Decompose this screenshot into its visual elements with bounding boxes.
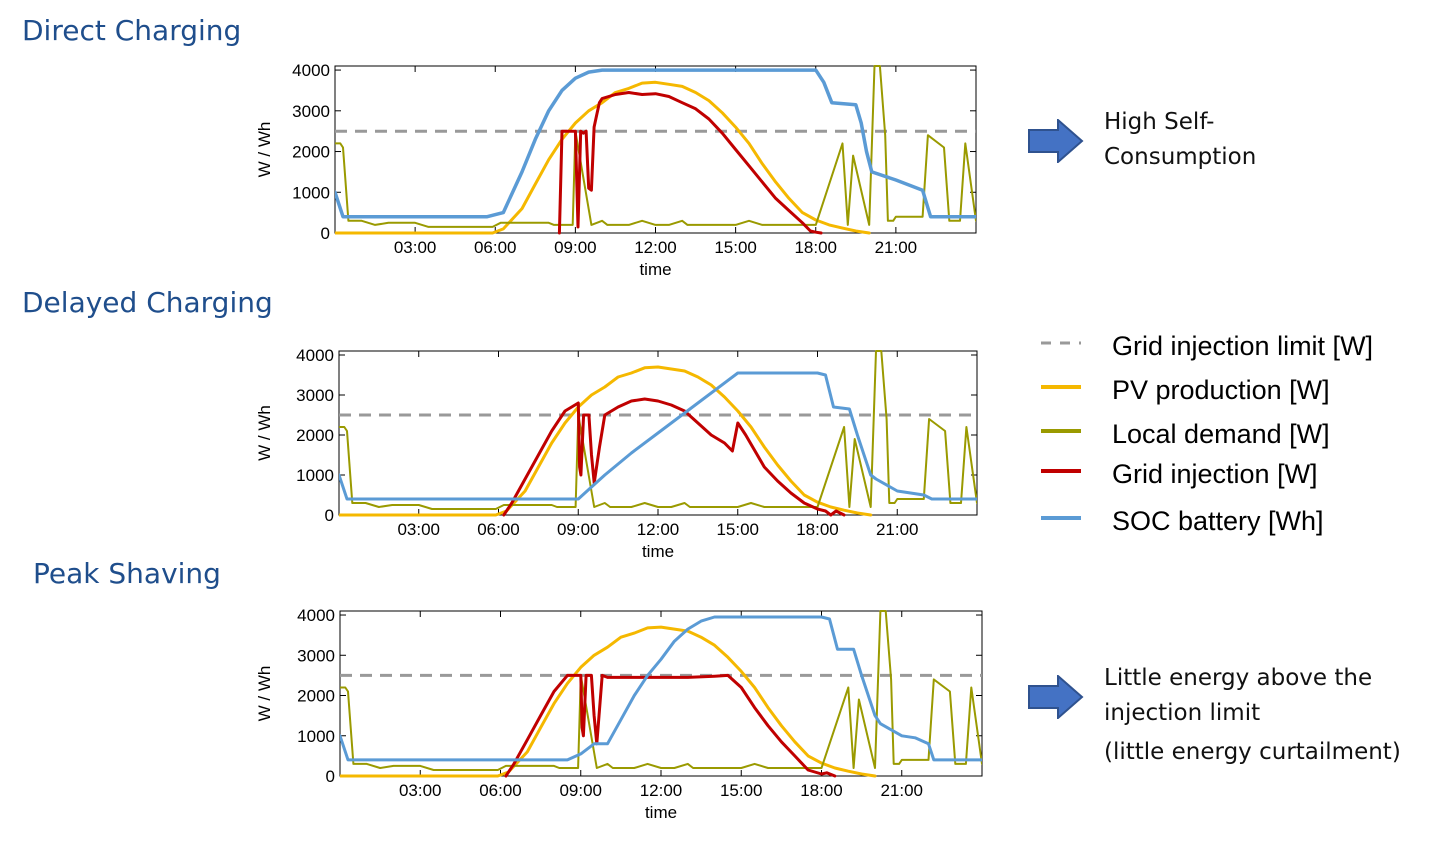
x-tick-label: 15:00 (714, 238, 757, 257)
chart-svg: 0 1000 2000 3000 4000 03:00 06:00 09:00 12:00 15:… (255, 61, 977, 279)
legend-swatch-injection-limit (1041, 341, 1081, 345)
direct-charging-note-text: High Self- Consumption (1104, 109, 1257, 170)
x-tick-label: 03:00 (399, 781, 442, 800)
y-axis-label: W / Wh (255, 405, 274, 461)
series-line-local-demand-w (335, 65, 976, 228)
x-tick-label: 15:00 (720, 781, 763, 800)
y-tick-label: 2000 (296, 426, 334, 445)
chart-title-delayed: Delayed Charging (22, 286, 273, 319)
x-tick-label: 12:00 (637, 520, 680, 539)
y-axis-label: W / Wh (255, 666, 274, 722)
legend-swatch-pv-production (1041, 385, 1081, 389)
x-tick-label: 03:00 (394, 238, 437, 257)
legend-label-soc-battery: SOC battery [Wh] (1112, 506, 1324, 536)
legend-swatch-soc-battery (1041, 516, 1081, 520)
y-tick-label: 0 (326, 767, 335, 786)
x-tick-label: 12:00 (634, 238, 677, 257)
x-tick-label: 09:00 (559, 781, 602, 800)
x-tick-label: 21:00 (880, 781, 923, 800)
x-tick-label: 15:00 (716, 520, 759, 539)
legend-item-local-demand: Local demand [W] (1035, 416, 1435, 449)
series-group (340, 610, 982, 778)
x-tick-label: 06:00 (477, 520, 520, 539)
series-line-local-demand-w (340, 610, 982, 771)
y-tick-label: 4000 (292, 61, 330, 80)
series-line-grid-injection-w (502, 397, 846, 517)
legend-label-grid-injection: Grid injection [W] (1112, 459, 1318, 489)
chart-svg: 0 1000 2000 3000 4000 03:00 06:00 09:00 12:00 15:… (255, 606, 983, 822)
plot-frame (334, 65, 977, 234)
series-line-soc-battery-wh (340, 615, 982, 762)
legend-item-grid-injection: Grid injection [W] (1035, 456, 1435, 489)
x-tick-label: 09:00 (554, 238, 597, 257)
y-tick-label: 2000 (297, 687, 335, 706)
series-line-soc-battery-wh (339, 371, 977, 501)
x-tick-label: 21:00 (875, 238, 918, 257)
series-line-grid-injection-w (557, 91, 823, 235)
y-tick-label: 1000 (292, 183, 330, 202)
legend-label-injection-limit: Grid injection limit [W] (1112, 331, 1374, 361)
x-tick-label: 06:00 (479, 781, 522, 800)
series-line-grid-injection-w (504, 673, 837, 778)
y-axis-label: W / Wh (255, 122, 274, 178)
series-line-local-demand-w (339, 350, 977, 510)
y-tick-label: 2000 (292, 143, 330, 162)
y-tick-label: 1000 (296, 466, 334, 485)
peak-shaving-note-text: Little energy above the injection limit (1104, 665, 1373, 726)
direct-charging-chart: 0 1000 2000 3000 4000 03:00 06:00 09:00 12:00 15:… (250, 60, 990, 285)
legend-swatch-grid-injection (1041, 469, 1081, 473)
legend-item-injection-limit: Grid injection limit [W] (1035, 328, 1435, 361)
legend-item-pv-production: PV production [W] (1035, 372, 1435, 405)
y-tick-label: 0 (321, 224, 330, 243)
chart-svg: 0 1000 2000 3000 4000 03:00 06:00 09:00 12:00 15:… (255, 346, 978, 561)
chart-title-peak: Peak Shaving (33, 557, 221, 590)
x-tick-label: 21:00 (876, 520, 919, 539)
legend-swatch-local-demand (1041, 429, 1081, 433)
legend-label-pv-production: PV production [W] (1112, 375, 1330, 405)
legend-label-local-demand: Local demand [W] (1112, 419, 1330, 449)
x-tick-label: 03:00 (397, 520, 440, 539)
y-tick-label: 1000 (297, 727, 335, 746)
x-tick-label: 09:00 (557, 520, 600, 539)
series-line-pv-production-w (339, 365, 873, 517)
x-tick-label: 18:00 (796, 520, 839, 539)
y-tick-label: 3000 (296, 386, 334, 405)
x-axis-label: time (639, 260, 671, 279)
series-line-pv-production-w (340, 625, 877, 778)
series-group (339, 350, 977, 517)
y-tick-label: 0 (325, 506, 334, 525)
y-tick-label: 4000 (297, 606, 335, 625)
y-tick-label: 3000 (292, 102, 330, 121)
series-group (335, 65, 976, 235)
x-tick-label: 18:00 (794, 238, 837, 257)
right-arrow-icon (1028, 675, 1084, 719)
y-tick-label: 4000 (296, 346, 334, 365)
peak-shaving-chart: 0 1000 2000 3000 4000 03:00 06:00 09:00 12:00 15:… (250, 603, 990, 833)
x-tick-label: 18:00 (800, 781, 843, 800)
x-tick-label: 12:00 (640, 781, 683, 800)
legend-item-soc-battery: SOC battery [Wh] (1035, 503, 1435, 536)
x-axis-label: time (645, 803, 677, 822)
series-line-pv-production-w (335, 80, 871, 235)
x-axis-label: time (642, 542, 674, 561)
plot-frame (339, 610, 983, 777)
peak-shaving-note-subtext: (little energy curtailment) (1104, 739, 1401, 765)
y-tick-label: 3000 (297, 646, 335, 665)
series-line-soc-battery-wh (335, 68, 976, 219)
delayed-charging-chart: 0 1000 2000 3000 4000 03:00 06:00 09:00 12:00 15:… (250, 343, 990, 568)
x-tick-label: 06:00 (474, 238, 517, 257)
right-arrow-icon (1028, 119, 1084, 163)
chart-title-direct: Direct Charging (22, 14, 242, 47)
